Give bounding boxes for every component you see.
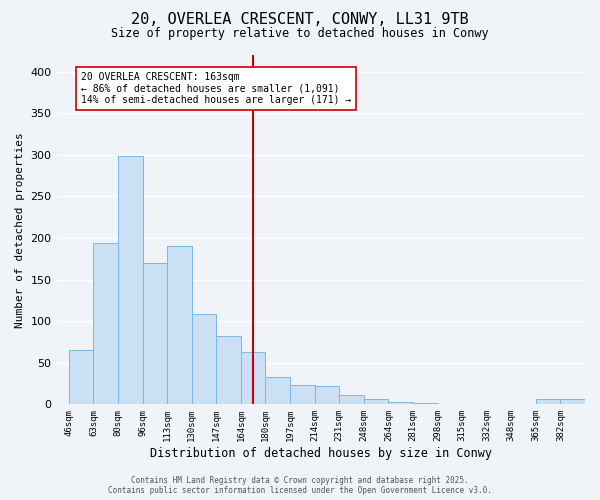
Y-axis label: Number of detached properties: Number of detached properties bbox=[15, 132, 25, 328]
Bar bbox=[364, 400, 388, 404]
Bar bbox=[560, 400, 585, 404]
Bar bbox=[388, 402, 413, 404]
Bar bbox=[69, 350, 94, 405]
Bar bbox=[290, 385, 314, 404]
X-axis label: Distribution of detached houses by size in Conwy: Distribution of detached houses by size … bbox=[150, 447, 492, 460]
Text: Size of property relative to detached houses in Conwy: Size of property relative to detached ho… bbox=[111, 28, 489, 40]
Bar bbox=[192, 314, 217, 404]
Bar bbox=[118, 156, 143, 404]
Bar bbox=[536, 398, 560, 404]
Bar bbox=[339, 395, 364, 404]
Bar bbox=[265, 377, 290, 404]
Bar bbox=[241, 352, 265, 405]
Bar bbox=[143, 263, 167, 404]
Bar bbox=[314, 386, 339, 404]
Text: Contains HM Land Registry data © Crown copyright and database right 2025.
Contai: Contains HM Land Registry data © Crown c… bbox=[108, 476, 492, 495]
Text: 20, OVERLEA CRESCENT, CONWY, LL31 9TB: 20, OVERLEA CRESCENT, CONWY, LL31 9TB bbox=[131, 12, 469, 28]
Bar bbox=[94, 243, 118, 404]
Text: 20 OVERLEA CRESCENT: 163sqm
← 86% of detached houses are smaller (1,091)
14% of : 20 OVERLEA CRESCENT: 163sqm ← 86% of det… bbox=[81, 72, 352, 105]
Bar bbox=[217, 336, 241, 404]
Bar bbox=[167, 246, 192, 404]
Bar bbox=[413, 402, 437, 404]
